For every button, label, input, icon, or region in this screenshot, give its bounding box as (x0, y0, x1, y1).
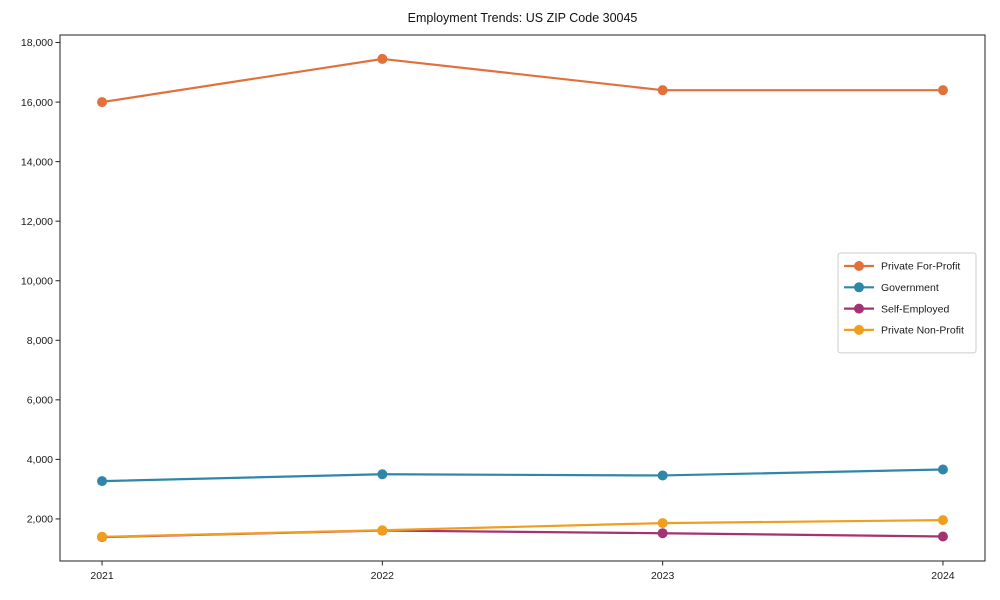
data-point-self-employed-2024 (937, 531, 948, 542)
legend-box (837, 252, 977, 354)
x-axis-tick-label: 2021 (90, 570, 114, 582)
data-point-self-employed-2023 (657, 528, 668, 539)
y-axis-tick-label: 6,000 (27, 395, 53, 407)
chart-title: Employment Trends: US ZIP Code 30045 (408, 11, 638, 25)
legend-item-private-for-profit: Private For-Profit (844, 261, 960, 273)
data-point-private-for-profit-2023 (657, 85, 668, 96)
legend-marker-swatch (854, 261, 864, 271)
legend-item-private-non-profit: Private Non-Profit (844, 325, 964, 337)
plot-border (59, 34, 986, 562)
series-line-private-for-profit (101, 57, 943, 104)
legend-label: Private For-Profit (881, 261, 960, 273)
x-axis-tick-label: 2024 (931, 570, 955, 582)
data-point-private-for-profit-2024 (937, 85, 948, 96)
legend: Private For-Profit Government Self-Employe… (837, 252, 977, 354)
data-point-private-for-profit-2022 (377, 53, 388, 64)
y-axis-tick-label: 10,000 (21, 275, 53, 287)
legend-item-government: Government (844, 282, 939, 294)
legend-label: Private Non-Profit (881, 325, 964, 337)
y-axis-tick-label: 16,000 (21, 97, 53, 109)
legend-item-self-employed: Self-Employed (844, 303, 949, 315)
legend-marker-swatch (854, 324, 864, 335)
data-point-private-non-profit-2024 (937, 515, 948, 526)
y-axis-tick-label: 2,000 (27, 514, 53, 526)
data-point-government-2022 (377, 469, 388, 480)
y-axis-tick-label: 4,000 (27, 454, 53, 466)
x-axis-tick-label: 2022 (371, 570, 395, 582)
legend-label: Government (881, 282, 939, 294)
y-axis-tick-label: 14,000 (21, 156, 53, 168)
data-point-private-non-profit-2022 (377, 525, 388, 536)
data-point-private-non-profit-2023 (657, 518, 668, 529)
y-axis-tick-label: 8,000 (27, 335, 53, 347)
x-axis-tick-label: 2023 (651, 570, 675, 582)
series-line-private-non-profit (102, 519, 943, 538)
y-axis-tick-label: 12,000 (21, 216, 53, 228)
data-point-government-2024 (937, 464, 948, 475)
data-point-private-for-profit-2021 (97, 97, 108, 108)
legend-marker-swatch (854, 303, 864, 314)
y-axis-tick-label: 18,000 (21, 37, 53, 49)
series-line-government (102, 468, 943, 483)
data-point-government-2021 (97, 476, 108, 487)
legend-label: Self-Employed (881, 303, 949, 315)
legend-marker-swatch (854, 282, 864, 293)
data-point-government-2023 (657, 470, 668, 481)
data-point-private-non-profit-2021 (97, 531, 108, 542)
